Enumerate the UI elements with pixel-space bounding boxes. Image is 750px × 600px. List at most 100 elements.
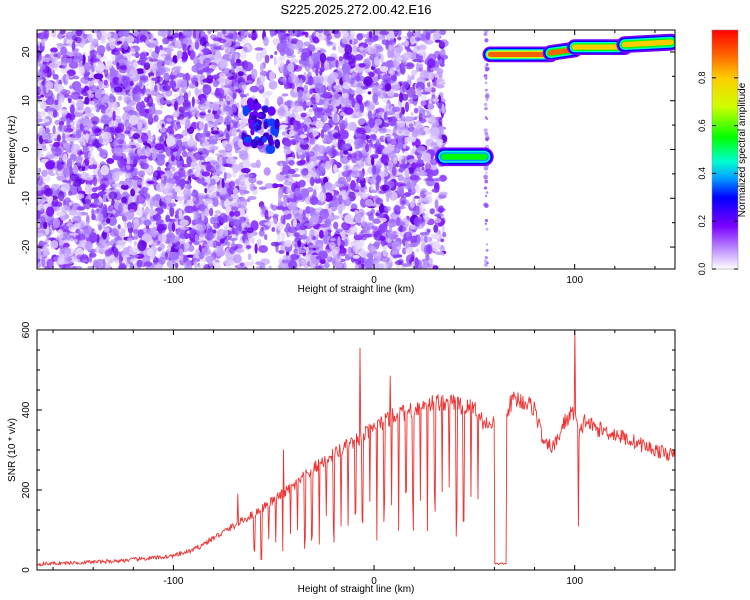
noise-blob	[129, 89, 133, 98]
noise-blob	[150, 199, 154, 210]
noise-blob	[42, 57, 51, 62]
noise-blob	[129, 110, 138, 117]
noise-blob	[182, 100, 191, 110]
noise-blob	[316, 165, 326, 176]
noise-blob	[87, 265, 93, 269]
noise-blob	[192, 30, 197, 39]
noise-blob	[199, 112, 206, 116]
noise-blob	[215, 153, 226, 157]
noise-blob	[178, 200, 185, 205]
spectrogram-noise	[37, 30, 490, 269]
noise-blob	[382, 73, 392, 85]
noise-blob	[189, 49, 195, 61]
noise-blob	[108, 191, 118, 200]
noise-blob	[442, 231, 447, 238]
noise-blob	[210, 92, 216, 96]
noise-blob	[132, 180, 138, 192]
noise-blob	[228, 181, 236, 188]
noise-blob	[324, 235, 328, 244]
noise-blob	[369, 113, 377, 118]
noise-blob	[394, 30, 399, 38]
noise-blob	[131, 53, 141, 57]
noise-blob	[341, 62, 351, 74]
noise-blob	[345, 139, 354, 144]
noise-blob	[293, 119, 297, 130]
noise-blob	[157, 97, 165, 106]
noise-blob	[56, 161, 63, 172]
noise-blob	[73, 239, 78, 243]
noise-blob	[37, 95, 41, 100]
noise-blob	[72, 94, 78, 100]
noise-blob	[380, 184, 390, 192]
noise-blob	[408, 243, 416, 248]
noise-blob	[271, 204, 278, 211]
noise-blob	[178, 106, 186, 113]
noise-blob	[233, 32, 237, 42]
noise-blob	[317, 74, 324, 85]
noise-blob	[353, 189, 360, 193]
noise-blob	[211, 62, 219, 69]
noise-blob	[124, 130, 131, 135]
noise-blob	[78, 239, 88, 245]
noise-blob	[268, 71, 276, 81]
noise-blob	[178, 238, 186, 243]
noise-blob	[46, 206, 55, 217]
noise-blob	[300, 112, 307, 118]
noise-blob	[201, 246, 211, 256]
noise-blob	[204, 198, 213, 205]
noise-blob	[425, 253, 430, 262]
noise-blob	[183, 91, 189, 103]
noise-blob	[264, 209, 269, 220]
noise-blob	[238, 223, 242, 232]
noise-blob	[58, 191, 65, 202]
noise-blob	[116, 62, 120, 70]
noise-blob	[205, 67, 214, 73]
noise-blob	[46, 159, 56, 167]
noise-blob	[146, 248, 154, 257]
noise-blob	[345, 99, 353, 108]
noise-blob	[342, 230, 346, 240]
noise-blob	[195, 30, 199, 41]
noise-blob	[437, 205, 444, 214]
noise-blob	[301, 168, 309, 176]
noise-blob	[256, 180, 263, 185]
noise-blob	[224, 78, 232, 87]
noise-blob	[108, 93, 115, 103]
noise-blob	[210, 178, 216, 186]
noise-blob	[426, 178, 435, 182]
noise-blob	[360, 197, 368, 208]
noise-blob	[108, 216, 118, 226]
noise-blob	[407, 74, 411, 81]
noise-blob	[390, 74, 397, 82]
noise-blob	[229, 210, 235, 217]
noise-blob	[87, 151, 94, 159]
noise-blob	[144, 147, 152, 158]
noise-blob	[205, 255, 214, 263]
noise-blob	[395, 231, 405, 236]
noise-blob	[54, 99, 59, 106]
noise-blob	[222, 140, 228, 145]
noise-blob	[176, 150, 181, 161]
noise-blob	[264, 98, 270, 108]
noise-blob	[293, 232, 300, 237]
noise-blob	[232, 62, 237, 69]
noise-blob	[399, 62, 406, 72]
noise-blob	[116, 239, 127, 246]
noise-blob	[363, 76, 373, 87]
noise-blob	[270, 54, 274, 59]
noise-blob	[432, 265, 439, 269]
noise-blob	[181, 59, 187, 63]
noise-blob	[263, 36, 269, 47]
noise-blob	[264, 54, 270, 64]
noise-blob	[379, 235, 386, 242]
noise-blob	[347, 246, 353, 255]
noise-blob	[48, 237, 57, 241]
noise-blob	[240, 167, 251, 174]
noise-blob	[65, 40, 73, 44]
noise-blob	[166, 231, 176, 243]
noise-blob	[37, 216, 46, 224]
noise-blob	[72, 215, 82, 224]
noise-blob	[435, 84, 445, 89]
noise-blob	[408, 95, 419, 99]
noise-blob	[368, 37, 378, 43]
